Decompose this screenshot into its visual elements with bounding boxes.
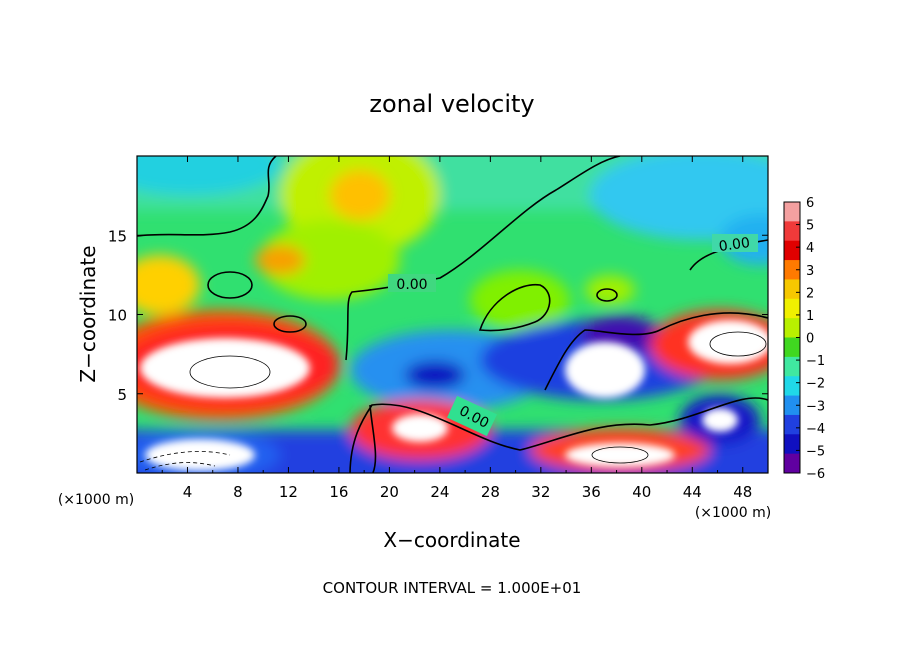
colorbar-label: −1 (806, 354, 825, 369)
y-axis: 5 10 15 (108, 227, 768, 404)
colorbar-swatch (784, 318, 800, 338)
contour-label: 0.00 (396, 277, 427, 293)
colorbar-label: −3 (806, 399, 825, 414)
x-tick-label: 24 (430, 483, 449, 501)
y-axis-label: Z−coordinate (76, 245, 100, 382)
y-tick-label: 15 (108, 227, 127, 245)
colorbar-label: 5 (806, 219, 814, 234)
heatmap-field (137, 156, 768, 473)
x-axis: 4 8 12 16 20 24 28 32 36 40 44 48 (161, 156, 752, 501)
colorbar-swatch (784, 434, 800, 455)
y-tick-label: 5 (117, 386, 127, 404)
x-tick-label: 44 (683, 483, 702, 501)
colorbar-label: 3 (806, 264, 814, 279)
chart-title: zonal velocity (369, 90, 534, 118)
contour-interval-note: CONTOUR INTERVAL = 1.000E+01 (323, 579, 582, 597)
contour-label: 0.00 (718, 235, 751, 255)
colorbar-swatch (784, 279, 800, 300)
colorbar-swatch (784, 260, 800, 280)
colorbar-label: 0 (806, 332, 814, 347)
colorbar-label: 2 (806, 286, 814, 301)
colorbar-swatch (784, 453, 800, 474)
colorbar-label: 4 (806, 241, 814, 256)
x-tick-label: 12 (279, 483, 298, 501)
colorbar-swatch (784, 376, 800, 397)
colorbar-swatch (784, 337, 800, 358)
colorbar-label: 1 (806, 309, 814, 324)
colorbar: 6 5 4 3 2 1 0 −1 −2 −3 −4 −5 −6 (783, 196, 825, 482)
x-tick-label: 28 (481, 483, 500, 501)
x-axis-label: X−coordinate (383, 528, 520, 552)
colorbar-swatch (784, 202, 800, 222)
colorbar-swatch (784, 298, 800, 319)
colorbar-swatch (784, 414, 800, 435)
colorbar-label: −4 (806, 422, 825, 437)
y-tick-label: 10 (108, 307, 127, 325)
x-unit-left: (×1000 m) (58, 492, 134, 508)
x-unit-right: (×1000 m) (695, 505, 771, 521)
x-tick-label: 32 (531, 483, 550, 501)
colorbar-swatch (784, 395, 800, 416)
colorbar-label: −6 (806, 467, 825, 482)
x-tick-label: 36 (582, 483, 601, 501)
colorbar-swatch (784, 356, 800, 377)
colorbar-swatch (784, 221, 800, 242)
x-tick-label: 40 (632, 483, 651, 501)
x-tick-label: 20 (380, 483, 399, 501)
x-tick-label: 16 (329, 483, 348, 501)
colorbar-label: −5 (806, 444, 825, 459)
x-tick-label: 8 (233, 483, 243, 501)
colorbar-swatch (784, 240, 800, 261)
colorbar-label: −2 (806, 377, 825, 392)
x-tick-label: 48 (733, 483, 752, 501)
colorbar-label: 6 (806, 196, 814, 211)
x-tick-label: 4 (183, 483, 193, 501)
